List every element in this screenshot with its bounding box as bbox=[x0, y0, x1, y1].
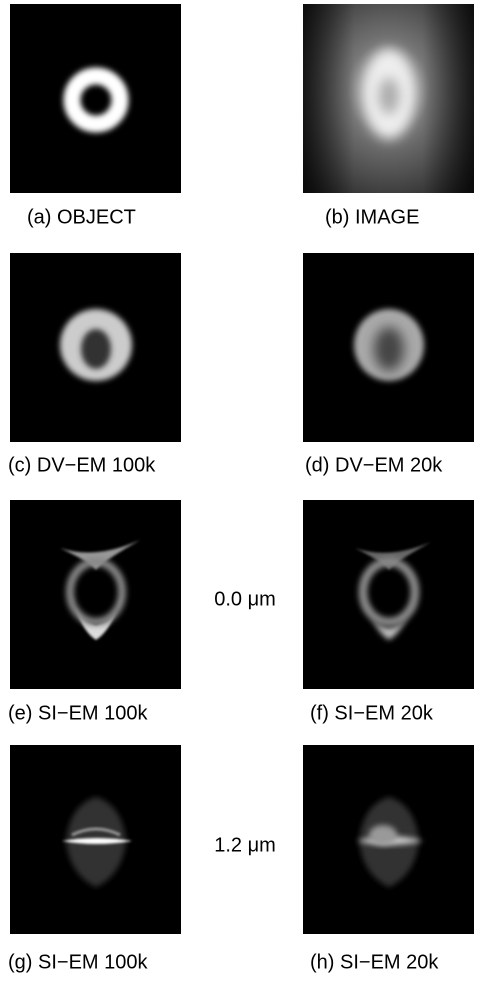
panel-image bbox=[10, 745, 181, 934]
panel-image bbox=[10, 253, 181, 442]
panel-image bbox=[303, 500, 474, 689]
panel-caption: (d) DV−EM 20k bbox=[305, 454, 443, 476]
panel-caption: (c) DV−EM 100k bbox=[8, 454, 156, 476]
panel-caption: (f) SI−EM 20k bbox=[310, 702, 434, 724]
panel-image bbox=[303, 253, 474, 442]
figure: (a) OBJECT (b) IMAGE (c) DV−EM 100k (d) … bbox=[0, 0, 491, 986]
panel-image bbox=[10, 4, 181, 193]
panel-caption: (g) SI−EM 100k bbox=[8, 951, 149, 973]
panel-caption: (h) SI−EM 20k bbox=[310, 951, 439, 973]
panel-image bbox=[303, 745, 474, 934]
panel-image bbox=[10, 500, 181, 689]
panel-caption: (b) IMAGE bbox=[325, 206, 419, 228]
panel-caption: (e) SI−EM 100k bbox=[8, 702, 149, 724]
panel-caption: (a) OBJECT bbox=[27, 206, 136, 228]
depth-label: 1.2 μm bbox=[214, 834, 276, 856]
panel-image bbox=[303, 4, 474, 193]
depth-label: 0.0 μm bbox=[214, 588, 276, 610]
